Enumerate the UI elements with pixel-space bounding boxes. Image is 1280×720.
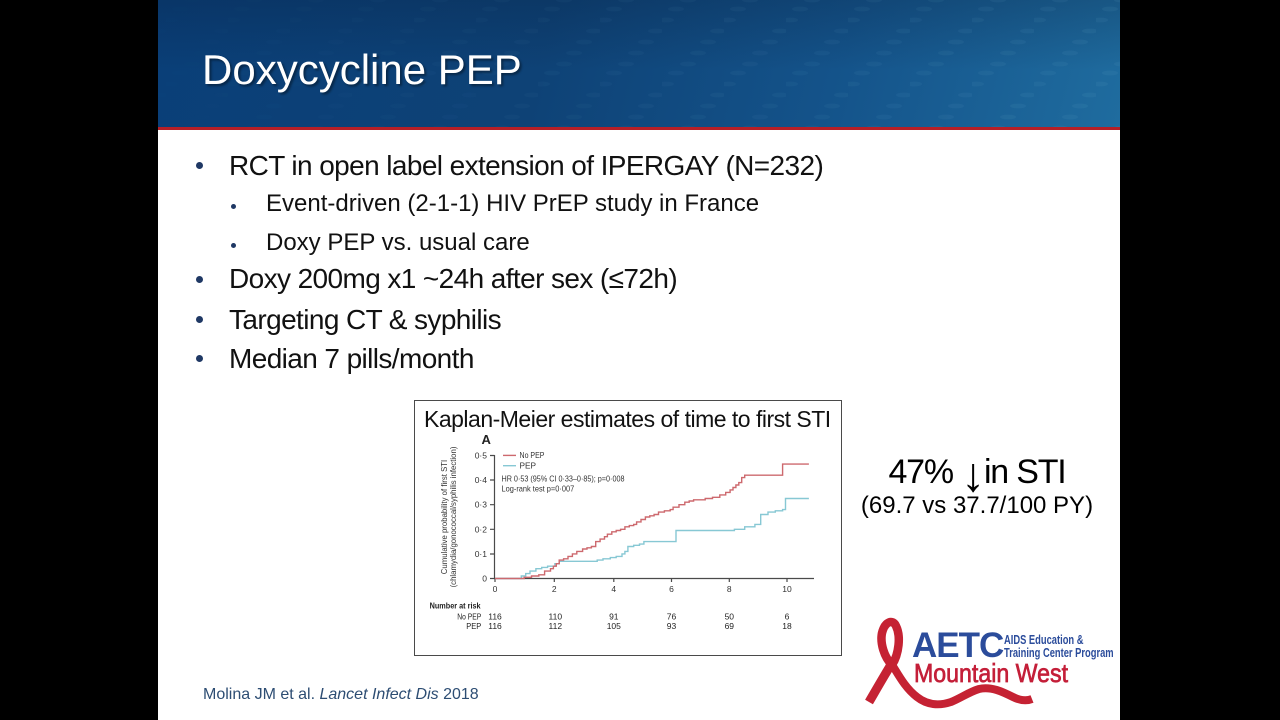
svg-text:18: 18 xyxy=(782,621,792,631)
svg-text:PEP: PEP xyxy=(520,461,537,471)
svg-text:116: 116 xyxy=(488,612,502,622)
svg-text:AIDS Education &: AIDS Education & xyxy=(1004,634,1083,648)
svg-text:105: 105 xyxy=(607,621,621,631)
svg-text:50: 50 xyxy=(725,612,735,622)
svg-text:4: 4 xyxy=(611,584,616,594)
svg-text:0: 0 xyxy=(493,584,498,594)
svg-text:Training Center Program: Training Center Program xyxy=(1004,647,1114,661)
svg-text:Cumulative probability of firs: Cumulative probability of first STI xyxy=(440,460,449,574)
svg-text:110: 110 xyxy=(549,612,563,622)
svg-text:6: 6 xyxy=(785,612,790,622)
svg-text:0: 0 xyxy=(482,574,487,584)
svg-text:0·1: 0·1 xyxy=(475,549,488,559)
svg-text:Mountain West: Mountain West xyxy=(914,658,1069,688)
svg-text:6: 6 xyxy=(669,584,674,594)
svg-text:2: 2 xyxy=(552,584,557,594)
svg-text:0·4: 0·4 xyxy=(475,475,488,485)
svg-text:Number at risk: Number at risk xyxy=(430,601,481,611)
svg-text:Log-rank test p=0·007: Log-rank test p=0·007 xyxy=(502,484,575,494)
svg-text:91: 91 xyxy=(609,612,619,622)
svg-text:No PEP: No PEP xyxy=(457,612,481,622)
svg-text:0·2: 0·2 xyxy=(475,524,488,534)
svg-text:10: 10 xyxy=(782,584,792,594)
svg-text:112: 112 xyxy=(549,621,563,631)
svg-text:HR 0·53 (95% CI 0·33–0·85); p=: HR 0·53 (95% CI 0·33–0·85); p=0·008 xyxy=(502,474,625,484)
svg-text:116: 116 xyxy=(488,621,502,631)
svg-text:PEP: PEP xyxy=(466,621,481,631)
svg-text:0·5: 0·5 xyxy=(475,451,488,461)
svg-text:A: A xyxy=(482,432,492,447)
svg-text:(chlamydia/gonococcal/syphilis: (chlamydia/gonococcal/syphilis infection… xyxy=(449,446,458,587)
svg-text:76: 76 xyxy=(667,612,677,622)
svg-text:0·3: 0·3 xyxy=(475,500,488,510)
svg-text:69: 69 xyxy=(725,621,735,631)
svg-text:8: 8 xyxy=(727,584,732,594)
svg-text:93: 93 xyxy=(667,621,677,631)
svg-text:AETC: AETC xyxy=(912,626,1004,665)
svg-text:No PEP: No PEP xyxy=(520,450,545,460)
